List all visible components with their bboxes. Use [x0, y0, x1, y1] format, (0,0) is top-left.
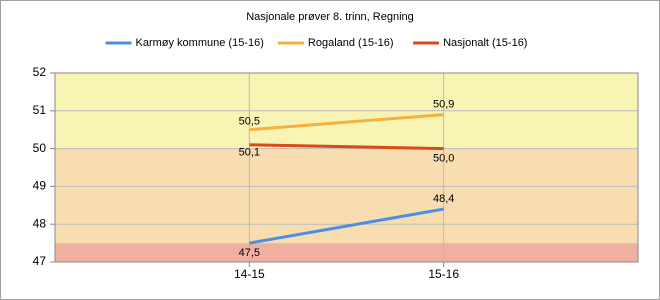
- series-line: [249, 207, 444, 245]
- y-tick-label: 52: [33, 65, 47, 79]
- legend-label: Rogaland (15-16): [308, 37, 394, 49]
- y-tick-label: 48: [33, 216, 47, 230]
- series-line: [249, 113, 444, 132]
- data-label: 50,5: [239, 116, 260, 128]
- y-tick-label: 50: [33, 141, 47, 155]
- y-tick-label: 47: [33, 254, 47, 268]
- data-label: 50,9: [433, 98, 454, 110]
- data-label: 47,5: [239, 247, 260, 259]
- data-label: 50,1: [239, 147, 260, 159]
- y-tick-label: 51: [33, 103, 47, 117]
- x-tick-label: 14-15: [234, 267, 265, 281]
- chart-title: Nasjonale prøver 8. trinn, Regning: [246, 11, 414, 23]
- x-tick-label: 15-16: [428, 267, 459, 281]
- band: [55, 148, 638, 244]
- legend-label: Karmøy kommune (15-16): [136, 37, 264, 49]
- data-label: 50,0: [433, 153, 454, 165]
- data-label: 48,4: [433, 193, 454, 205]
- y-tick-label: 49: [33, 179, 47, 193]
- series-line: [249, 143, 444, 151]
- legend-label: Nasjonalt (15-16): [443, 37, 527, 49]
- band: [55, 243, 638, 262]
- plot-border: [54, 72, 639, 263]
